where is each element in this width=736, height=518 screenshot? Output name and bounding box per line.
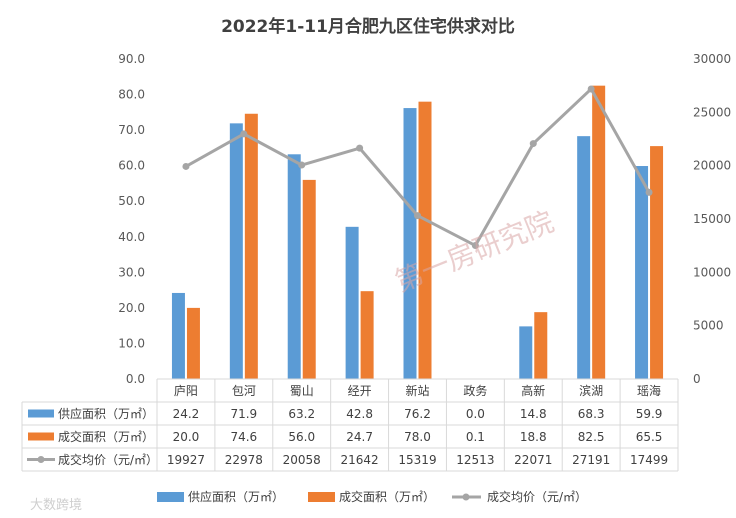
y-left-tick-label: 40.0 [118,230,145,244]
bar [534,312,548,379]
table-cell: 19927 [167,453,205,467]
legend-label: 供应面积（万㎡） [188,489,284,504]
y-right-tick-label: 15000 [693,212,731,226]
category-label: 瑶海 [637,383,661,398]
category-label: 滨湖 [579,383,603,398]
price-point [529,140,537,148]
category-label: 政务 [463,383,487,398]
bar [403,108,417,380]
bar [287,154,301,379]
category-label: 经开 [348,384,372,398]
y-right-tick-label: 30000 [693,52,731,66]
table-cell: 24.7 [346,430,373,444]
bar [519,326,533,379]
y-right-tick-label: 25000 [693,105,731,119]
legend-label: 成交均价（元/㎡） [487,489,587,504]
table-cell: 0.1 [466,430,485,444]
bar [171,292,185,379]
table-cell: 17499 [630,453,668,467]
table-cell: 59.9 [636,407,663,421]
bars [171,85,664,380]
y-left-tick-label: 60.0 [118,159,145,173]
table-cell: 0.0 [466,407,485,421]
table-cell: 63.2 [288,407,315,421]
legend-swatch [157,492,184,502]
category-label: 庐阳 [174,383,198,398]
y-left-tick-label: 20.0 [118,301,145,315]
table-cell: 82.5 [578,430,605,444]
y-left-tick-label: 50.0 [118,194,145,208]
price-point [414,212,421,220]
y-left-tick-label: 10.0 [118,336,145,350]
price-point [587,85,595,93]
table-cell: 42.8 [346,407,373,421]
bar [302,179,316,379]
category-label: 高新 [521,383,545,398]
bar [360,291,374,379]
price-point [298,161,306,169]
table-cell: 71.9 [230,407,257,421]
table-cell: 18.8 [520,430,547,444]
bar [186,307,200,379]
table-row-label: 成交面积（万㎡） [58,429,154,444]
price-line [182,85,653,250]
table-cell: 24.2 [173,407,200,421]
table-cell: 65.5 [636,430,663,444]
axes: 0.0 10.0 20.0 30.0 40.0 50.0 60.0 70.0 80.0 90.0 0… [118,52,731,386]
table-cell: 22071 [514,453,552,467]
price-point [471,242,479,250]
y-left-tick-label: 80.0 [118,88,145,102]
y-right-tick-label: 20000 [693,159,731,173]
table-cell: 56.0 [288,430,315,444]
price-point [645,188,653,196]
table-cell: 21642 [341,453,379,467]
bar [345,226,359,379]
table-cell: 12513 [456,453,494,467]
category-label: 包河 [232,384,256,398]
y-left-tick-label: 0.0 [126,372,145,386]
bar [244,113,258,379]
table-row-label: 成交均价（元/㎡） [58,452,158,467]
y-left-tick-label: 70.0 [118,123,145,137]
table-cell: 27191 [572,453,610,467]
table-cell: 20058 [283,453,321,467]
y-left-tick-label: 90.0 [118,52,145,66]
y-right-tick-label: 5000 [693,319,724,333]
category-label: 新站 [405,383,429,398]
table-legend-key [28,432,54,441]
legend-swatch [308,492,335,502]
table-cell: 15319 [398,453,436,467]
bar [650,146,664,379]
price-point [240,130,248,138]
bar [418,101,432,380]
table-cell: 74.6 [230,430,257,444]
table-cell: 22978 [225,453,263,467]
price-point [182,162,190,170]
table-row-label: 供应面积（万㎡） [58,406,154,421]
table-cell: 76.2 [404,407,431,421]
legend-label: 成交面积（万㎡） [339,489,435,504]
table-legend-key [37,456,45,463]
chart-title: 2022年1-11月合肥九区住宅供求对比 [221,16,515,37]
watermark-corner: 大数跨境 [30,498,82,513]
table-cell: 14.8 [520,407,547,421]
y-right-tick-label: 0 [693,372,701,386]
y-right-tick-label: 10000 [693,265,731,279]
table-legend-key [28,409,54,418]
y-left-tick-label: 30.0 [118,265,145,279]
bar [577,136,591,379]
bar [635,166,649,379]
bar [592,85,606,380]
table-cell: 78.0 [404,430,431,444]
bar [229,123,243,379]
price-point [356,144,364,152]
legend-swatch [462,493,470,501]
table-cell: 20.0 [173,430,200,444]
table-cell: 68.3 [578,407,605,421]
legend: 供应面积（万㎡） 成交面积（万㎡） 成交均价（元/㎡） [157,489,587,504]
category-label: 蜀山 [290,384,314,398]
